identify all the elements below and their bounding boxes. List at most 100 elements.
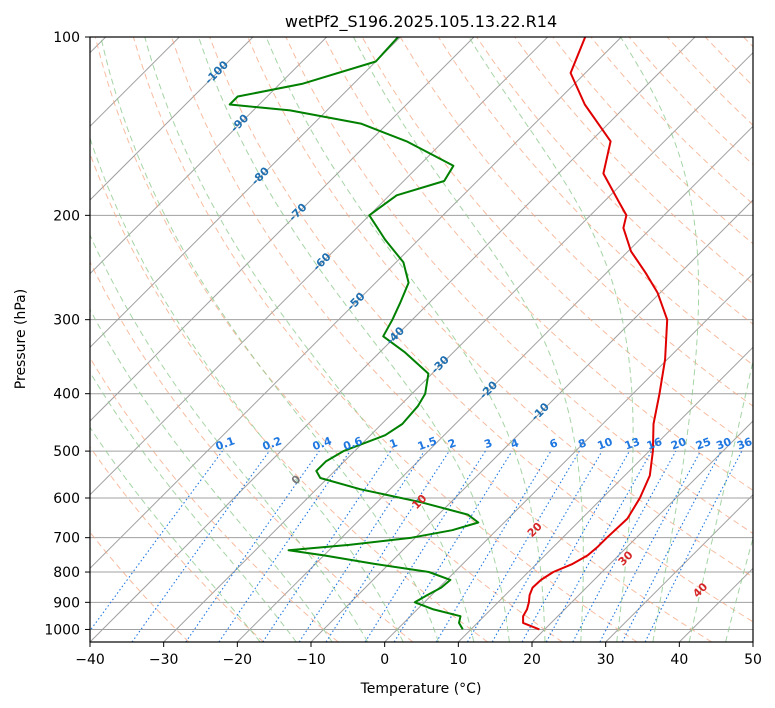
moist-adiabat-line [144, 37, 475, 642]
moist-adiabat-line [688, 358, 753, 642]
isotherm-line [90, 37, 622, 570]
moist-adiabat-label: 40 [690, 580, 710, 600]
mixing-ratio-line [393, 450, 513, 642]
y-tick-label: 1000 [44, 622, 80, 638]
mixing-ratio-label: 0.2 [261, 434, 284, 453]
chart-title: wetPf2_S196.2025.105.13.22.R14 [285, 12, 557, 32]
mixing-ratio-line [435, 450, 552, 642]
isotherm-line [90, 37, 696, 642]
dry-adiabat-line [90, 260, 414, 642]
dry-adiabat-line [590, 37, 753, 205]
y-tick-label: 100 [53, 30, 80, 46]
moist-adiabat-line [353, 37, 584, 642]
data-layer [228, 37, 669, 631]
mixing-ratio-label: 2 [446, 436, 458, 451]
moist-adiabat-line [90, 371, 297, 642]
y-axis: 100 200 300 400 500 600 700 800 900 1000 [44, 30, 90, 638]
mixing-ratio-label: 25 [694, 435, 713, 452]
moist-adiabat-line [468, 37, 634, 642]
moist-adiabat-line [725, 536, 753, 642]
x-tick-label: −30 [149, 652, 179, 668]
x-tick-label: −40 [75, 652, 105, 668]
moist-adiabat-line [265, 37, 546, 642]
mixing-ratio-label: 0.4 [311, 434, 334, 453]
mixing-ratio-label: 13 [623, 435, 642, 452]
moist-adiabat-label: 30 [616, 548, 636, 568]
isotherm-line [384, 272, 753, 642]
dry-adiabat-line [743, 37, 753, 48]
y-tick-label: 400 [53, 387, 80, 403]
mixing-ratio-label: 3 [482, 436, 494, 451]
mixing-ratio-line [364, 450, 486, 642]
isotherm-line [605, 493, 753, 642]
isotherm-line [163, 51, 753, 642]
x-tick-label: 20 [523, 652, 541, 668]
mixing-ratio-line [185, 450, 320, 642]
moist-adiabat-line [90, 426, 261, 642]
isotherm-line [310, 199, 753, 642]
dry-adiabat-line [476, 37, 753, 325]
mixing-ratio-line [599, 450, 701, 642]
x-axis: −40 −30 −20 −10 0 10 20 30 40 50 [75, 642, 762, 668]
mixing-ratio-line [298, 450, 425, 642]
isotherm-line [457, 346, 753, 642]
temperature-profile [522, 37, 669, 631]
isotherm-line [90, 37, 254, 201]
isotherm-line [236, 125, 753, 642]
y-tick-label: 500 [53, 444, 80, 460]
isotherm-line [90, 37, 475, 422]
y-tick-label: 200 [53, 208, 80, 224]
dry-adiabat-line [132, 37, 638, 642]
y-tick-label: 900 [53, 595, 80, 611]
isotherm-line [90, 37, 328, 275]
mixing-ratio-label: 0.1 [214, 434, 237, 453]
moist-adiabat-line [198, 37, 510, 642]
mixing-ratio-label: 6 [548, 436, 560, 451]
y-tick-label: 700 [53, 531, 80, 547]
mixing-ratio-label: 10 [596, 435, 615, 453]
dry-adiabat-line [437, 37, 753, 366]
mixing-ratio-line [644, 450, 743, 642]
mixing-ratio-line [131, 450, 270, 642]
x-tick-label: 30 [597, 652, 615, 668]
dry-adiabat-line [90, 356, 339, 642]
mixing-ratio-line [521, 450, 630, 642]
mixing-ratio-label: 1 [388, 436, 400, 451]
isotherm-line [752, 641, 753, 642]
dry-adiabat-line [704, 37, 753, 87]
mixing-ratio-line [90, 450, 223, 632]
x-tick-label: 50 [744, 652, 762, 668]
moist-adiabat-line [100, 37, 439, 642]
dry-adiabat-line [323, 37, 753, 491]
dewpoint-profile [228, 37, 480, 630]
isotherm-line [90, 37, 401, 349]
mixing-ratio-label: 8 [576, 436, 588, 451]
mixing-ratio-label: 20 [669, 435, 688, 453]
isotherm-line [678, 567, 753, 642]
mixing-ratio-line [572, 450, 677, 642]
dry-adiabat-line [90, 152, 488, 642]
x-tick-label: 0 [380, 652, 389, 668]
mixing-ratio-label: 1.5 [416, 434, 439, 453]
moist-adiabat-line [90, 136, 404, 642]
moist-adiabat-line [620, 37, 700, 642]
y-tick-label: 600 [53, 491, 80, 507]
moist-adiabat-line [90, 308, 333, 642]
plot-frame [89, 36, 754, 643]
mixing-ratio-line [545, 450, 653, 642]
x-tick-label: −10 [296, 652, 326, 668]
dry-adiabat-line [666, 37, 753, 126]
dry-adiabat-line [285, 37, 753, 535]
moist-adiabat-line [90, 233, 369, 642]
moist-adiabat-label: 10 [409, 492, 429, 512]
grid-layer [90, 37, 753, 642]
mixing-ratio-label: 36 [735, 435, 754, 453]
mixing-ratio-line [218, 450, 351, 642]
dry-adiabat-line [247, 37, 753, 578]
mixing-ratio-line [262, 450, 392, 642]
mixing-ratio-label: 30 [714, 435, 733, 453]
dry-adiabat-line [209, 37, 753, 623]
mixing-ratio-label: 0.6 [342, 434, 365, 453]
mixing-ratio-label: 4 [509, 436, 521, 451]
